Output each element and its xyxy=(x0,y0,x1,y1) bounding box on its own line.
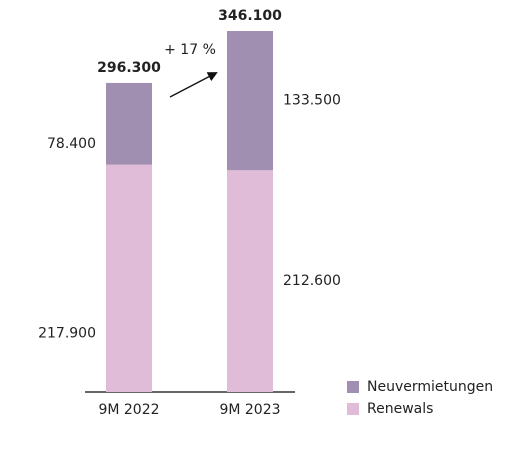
bar-segment xyxy=(106,164,152,392)
segment-label: 78.400 xyxy=(47,136,96,152)
segment-label: 212.600 xyxy=(283,273,341,289)
legend-label: Renewals xyxy=(367,401,433,417)
growth-annotation: + 17 % xyxy=(164,42,216,58)
segment-label: 217.900 xyxy=(38,325,96,341)
legend-swatch xyxy=(347,403,359,415)
bar-segment xyxy=(227,170,273,392)
legend-label: Neuvermietungen xyxy=(367,379,493,395)
bar-segment xyxy=(106,82,152,165)
growth-arrow xyxy=(169,72,218,98)
x-tick-label: 9M 2022 xyxy=(98,402,159,418)
segment-label: 133.500 xyxy=(283,93,341,109)
total-label: 296.300 xyxy=(97,60,161,76)
bar-segment xyxy=(227,31,273,171)
total-label: 346.100 xyxy=(218,8,282,24)
legend-swatch xyxy=(347,381,359,393)
x-tick-label: 9M 2023 xyxy=(219,402,280,418)
